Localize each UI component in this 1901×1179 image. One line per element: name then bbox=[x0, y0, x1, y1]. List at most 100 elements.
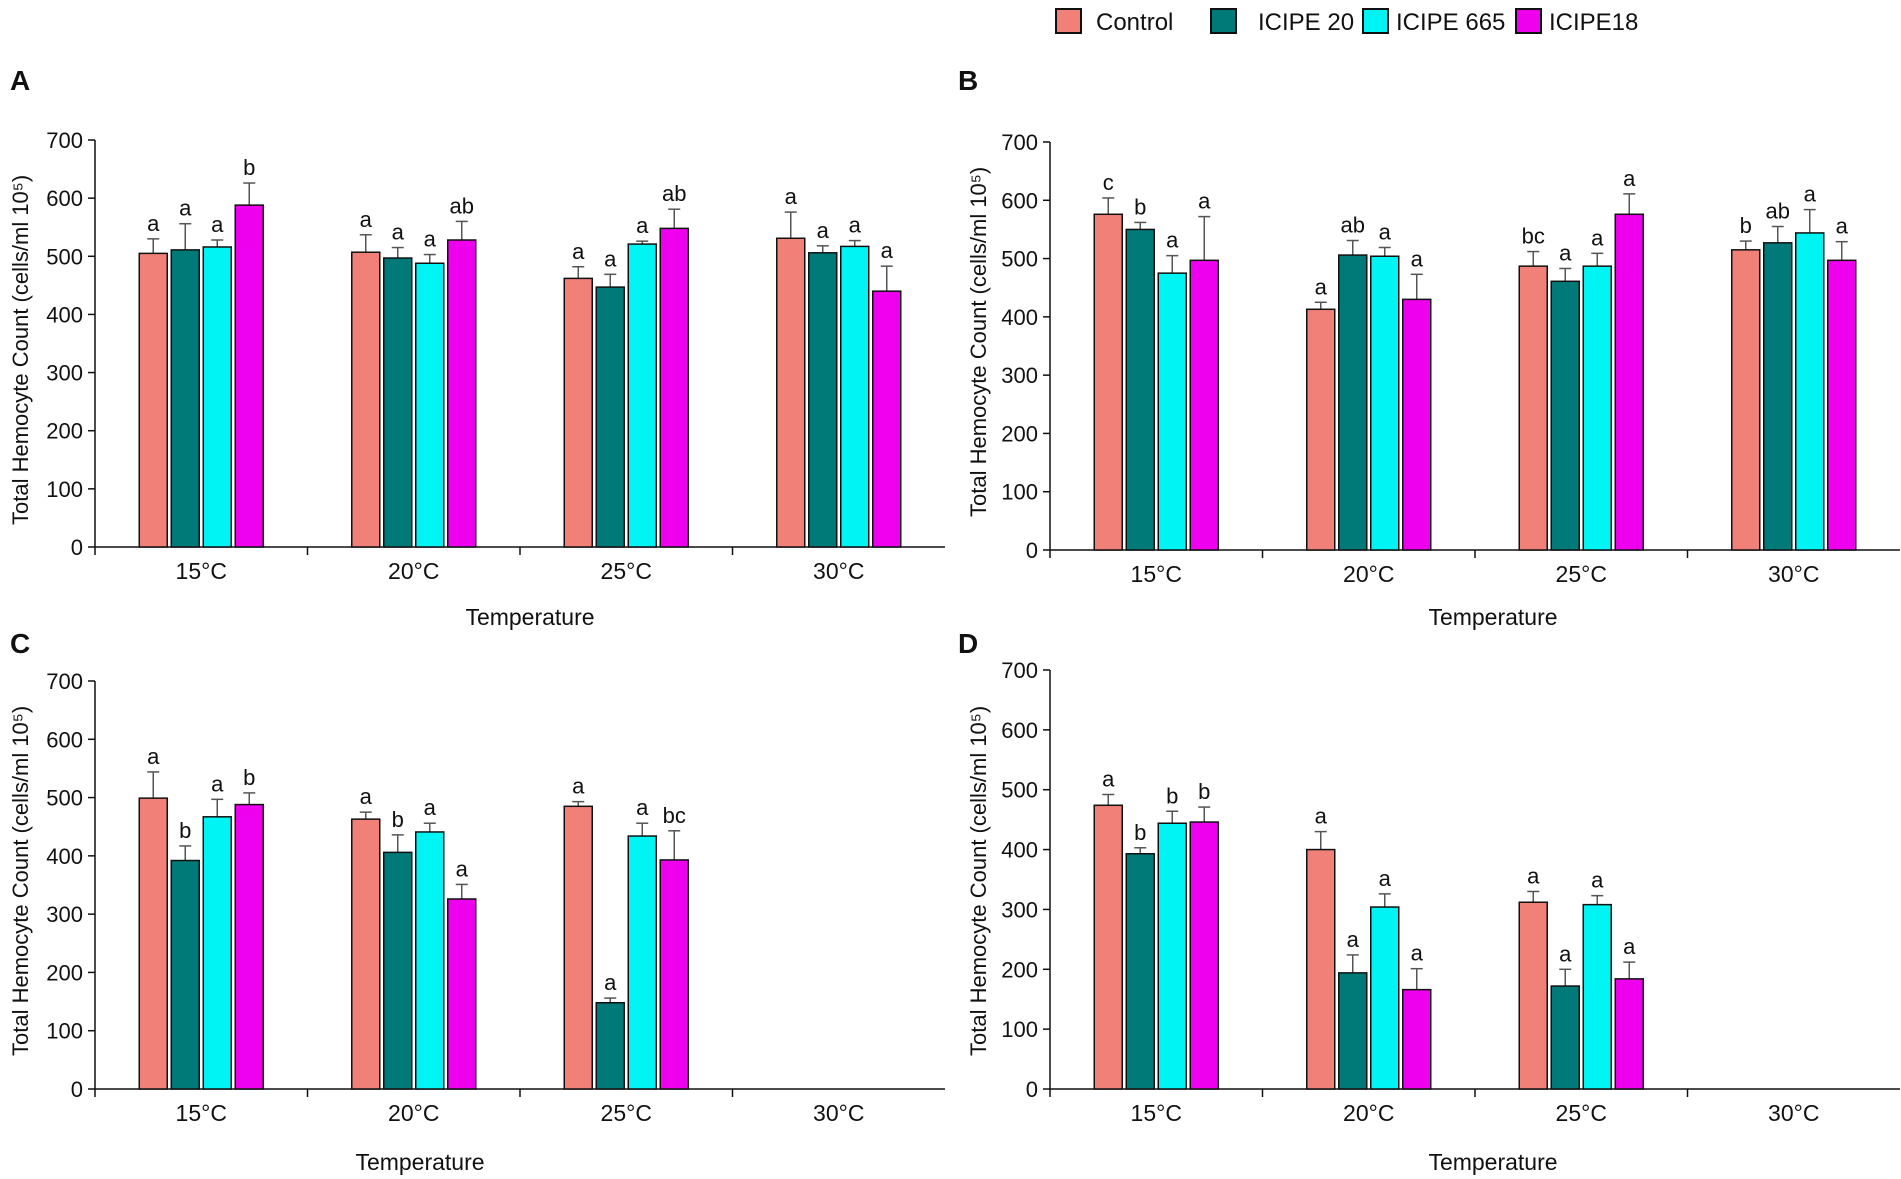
y-tick-label-c-0: 0 bbox=[71, 1077, 83, 1102]
bar-b-0-0 bbox=[1093, 213, 1123, 551]
y-tick-label-c-3: 300 bbox=[46, 902, 83, 927]
bar-c-1-3 bbox=[447, 898, 477, 1090]
significance-letter-a-0-1: a bbox=[179, 196, 192, 221]
y-tick-label-a-4: 400 bbox=[46, 302, 83, 327]
bar-b-1-3 bbox=[1402, 298, 1432, 551]
bar-d-0-2 bbox=[1157, 822, 1187, 1090]
bar-a-2-1 bbox=[595, 286, 625, 548]
x-tick-label-d-2: 25°C bbox=[1556, 1100, 1607, 1126]
bar-b-2-3 bbox=[1614, 213, 1644, 551]
significance-letter-c-0-2: a bbox=[211, 771, 224, 796]
significance-letter-b-1-2: a bbox=[1379, 219, 1392, 244]
x-tick-label-d-3: 30°C bbox=[1768, 1100, 1819, 1126]
y-tick-label-c-6: 600 bbox=[46, 727, 83, 752]
panel-letter-d: D bbox=[958, 628, 979, 659]
chart-panel-b: B Total Hemocyte Count (cells/ml 10⁵) Te… bbox=[950, 55, 1900, 640]
bar-d-0-0 bbox=[1093, 804, 1123, 1090]
y-tick-label-c-7: 700 bbox=[46, 669, 83, 694]
panel-letter-b: B bbox=[958, 65, 979, 96]
significance-letter-d-2-0: a bbox=[1527, 863, 1540, 888]
y-tick-label-b-3: 300 bbox=[1001, 363, 1038, 388]
legend-label-control: Control bbox=[1096, 9, 1174, 36]
significance-letter-b-3-0: b bbox=[1740, 213, 1752, 238]
x-axis-label-c: Temperature bbox=[355, 1149, 485, 1175]
legend-label-icipe20: ICIPE 20 bbox=[1258, 9, 1355, 36]
bar-b-0-1 bbox=[1125, 228, 1155, 551]
significance-letter-b-2-3: a bbox=[1623, 166, 1636, 191]
significance-letter-b-0-3: a bbox=[1198, 189, 1211, 214]
x-axis-label-a: Temperature bbox=[465, 604, 595, 630]
bar-c-0-3 bbox=[234, 803, 264, 1090]
y-tick-label-c-4: 400 bbox=[46, 844, 83, 869]
significance-letter-b-0-2: a bbox=[1166, 228, 1179, 253]
significance-letter-c-2-1: a bbox=[604, 970, 617, 995]
significance-letter-d-2-2: a bbox=[1591, 868, 1604, 893]
x-tick-label-a-1: 20°C bbox=[388, 558, 439, 584]
significance-letter-c-1-1: b bbox=[392, 807, 404, 832]
significance-letter-a-1-0: a bbox=[360, 207, 373, 232]
x-tick-label-b-3: 30°C bbox=[1768, 561, 1819, 587]
bar-d-2-2 bbox=[1582, 903, 1612, 1090]
significance-letter-d-2-3: a bbox=[1623, 934, 1636, 959]
significance-letter-b-3-3: a bbox=[1836, 214, 1849, 239]
x-tick-label-c-0: 15°C bbox=[176, 1100, 227, 1126]
x-axis-label-d: Temperature bbox=[1428, 1149, 1558, 1175]
significance-letter-a-3-1: a bbox=[817, 218, 830, 243]
x-tick-label-a-0: 15°C bbox=[176, 558, 227, 584]
significance-letter-d-1-1: a bbox=[1347, 927, 1360, 952]
significance-letter-c-2-3: bc bbox=[663, 803, 686, 828]
bar-a-3-1 bbox=[808, 252, 838, 548]
bar-b-2-2 bbox=[1582, 265, 1612, 551]
significance-letter-a-3-2: a bbox=[849, 213, 862, 238]
legend-label-icipe665: ICIPE 665 bbox=[1396, 9, 1506, 36]
y-tick-label-d-3: 300 bbox=[1001, 897, 1038, 922]
legend-swatch-icipe665 bbox=[1362, 8, 1389, 34]
x-tick-label-c-3: 30°C bbox=[813, 1100, 864, 1126]
legend-swatch-icipe20 bbox=[1210, 8, 1237, 34]
bar-a-1-2 bbox=[415, 262, 445, 548]
y-tick-label-b-7: 700 bbox=[1001, 130, 1038, 155]
x-tick-label-d-0: 15°C bbox=[1131, 1100, 1182, 1126]
x-tick-label-d-1: 20°C bbox=[1343, 1100, 1394, 1126]
bar-b-3-0 bbox=[1731, 249, 1761, 551]
bar-d-2-3 bbox=[1614, 978, 1644, 1090]
bar-b-1-2 bbox=[1370, 255, 1400, 551]
y-tick-label-d-2: 200 bbox=[1001, 957, 1038, 982]
significance-letter-c-1-2: a bbox=[424, 795, 437, 820]
y-tick-label-c-5: 500 bbox=[46, 786, 83, 811]
y-tick-label-b-2: 200 bbox=[1001, 421, 1038, 446]
significance-letter-b-2-1: a bbox=[1559, 240, 1572, 265]
y-tick-label-b-0: 0 bbox=[1026, 538, 1038, 563]
bar-a-0-3 bbox=[234, 204, 264, 548]
chart-panel-d: D Total Hemocyte Count (cells/ml 10⁵) Te… bbox=[950, 594, 1900, 1179]
bar-c-0-0 bbox=[138, 797, 168, 1090]
y-tick-label-b-5: 500 bbox=[1001, 247, 1038, 272]
x-tick-label-a-2: 25°C bbox=[601, 558, 652, 584]
y-tick-label-d-7: 700 bbox=[1001, 658, 1038, 683]
significance-letter-a-2-1: a bbox=[604, 246, 617, 271]
x-tick-label-b-1: 20°C bbox=[1343, 561, 1394, 587]
x-tick-label-c-2: 25°C bbox=[601, 1100, 652, 1126]
bar-c-0-1 bbox=[170, 859, 200, 1090]
x-axis-label-b: Temperature bbox=[1428, 604, 1558, 630]
significance-letter-a-1-2: a bbox=[424, 227, 437, 252]
y-tick-label-b-6: 600 bbox=[1001, 188, 1038, 213]
significance-letter-c-1-3: a bbox=[456, 856, 469, 881]
y-tick-label-a-5: 500 bbox=[46, 244, 83, 269]
y-tick-label-b-1: 100 bbox=[1001, 480, 1038, 505]
panel-letter-c: C bbox=[10, 628, 31, 659]
bar-c-2-0 bbox=[563, 805, 593, 1090]
bar-c-1-1 bbox=[383, 851, 413, 1090]
y-tick-label-d-6: 600 bbox=[1001, 718, 1038, 743]
significance-letter-d-0-0: a bbox=[1102, 767, 1115, 792]
legend-swatch-control bbox=[1055, 8, 1082, 34]
significance-letter-b-1-3: a bbox=[1411, 246, 1424, 271]
bar-b-2-1 bbox=[1550, 280, 1580, 551]
bar-c-2-1 bbox=[595, 1001, 625, 1090]
chart-panel-a: A Total Hemocyte Count (cells/ml 10⁵) Te… bbox=[0, 55, 950, 640]
y-tick-label-a-7: 700 bbox=[46, 128, 83, 153]
bar-a-1-0 bbox=[351, 251, 381, 548]
y-tick-label-a-3: 300 bbox=[46, 361, 83, 386]
